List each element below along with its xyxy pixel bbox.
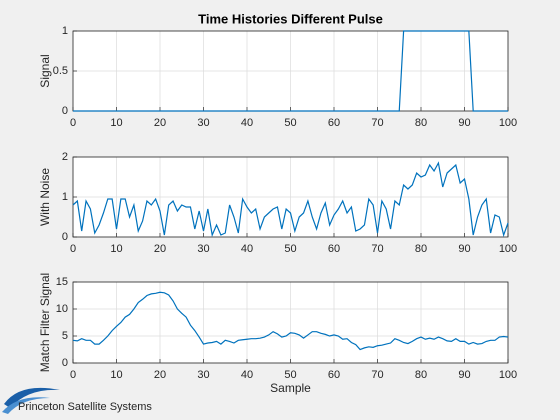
y-axis-label: With Noise xyxy=(38,168,52,226)
x-tick-label: 20 xyxy=(154,243,166,255)
x-tick-label: 0 xyxy=(70,243,76,255)
logo: Princeton Satellite Systems xyxy=(2,387,152,414)
logo-swoosh xyxy=(2,397,50,414)
chart-title: Time Histories Different Pulse xyxy=(198,11,383,26)
y-tick-label: 0 xyxy=(62,231,68,243)
y-tick-label: 15 xyxy=(56,276,68,288)
x-tick-label: 90 xyxy=(458,117,470,129)
x-tick-label: 10 xyxy=(110,243,122,255)
y-axis-label: Match Filter Signal xyxy=(38,273,52,372)
x-tick-label: 90 xyxy=(458,243,470,255)
data-line xyxy=(72,291,509,351)
axes-box xyxy=(72,281,509,364)
logo-text: Princeton Satellite Systems xyxy=(18,401,152,413)
y-tick-label: 2 xyxy=(62,151,68,163)
x-tick-label: 30 xyxy=(197,243,209,255)
x-tick-label: 100 xyxy=(499,243,517,255)
x-tick-label: 70 xyxy=(371,243,383,255)
x-tick-label: 100 xyxy=(499,369,517,381)
x-tick-label: 30 xyxy=(197,369,209,381)
x-tick-label: 90 xyxy=(458,369,470,381)
x-tick-label: 0 xyxy=(70,117,76,129)
x-tick-label: 80 xyxy=(415,243,427,255)
data-line xyxy=(72,161,509,238)
x-tick-label: 40 xyxy=(241,117,253,129)
x-tick-label: 70 xyxy=(371,117,383,129)
x-tick-label: 80 xyxy=(415,117,427,129)
x-tick-label: 60 xyxy=(328,243,340,255)
x-tick-label: 60 xyxy=(328,117,340,129)
y-tick-label: 5 xyxy=(62,330,68,342)
x-tick-label: 60 xyxy=(328,369,340,381)
y-tick-label: 0.5 xyxy=(53,65,68,77)
x-tick-label: 10 xyxy=(110,369,122,381)
y-tick-label: 1 xyxy=(62,25,68,37)
x-tick-label: 50 xyxy=(284,243,296,255)
x-tick-label: 40 xyxy=(241,243,253,255)
x-tick-label: 40 xyxy=(241,369,253,381)
x-tick-label: 100 xyxy=(499,117,517,129)
y-tick-label: 1 xyxy=(62,191,68,203)
y-tick-label: 0 xyxy=(62,357,68,369)
logo-swoosh xyxy=(4,387,60,408)
x-tick-label: 50 xyxy=(284,369,296,381)
x-tick-label: 20 xyxy=(154,117,166,129)
x-tick-label: 20 xyxy=(154,369,166,381)
x-tick-label: 80 xyxy=(415,369,427,381)
y-tick-label: 0 xyxy=(62,105,68,117)
data-line xyxy=(73,30,508,112)
x-tick-label: 10 xyxy=(110,117,122,129)
y-axis-label: Signal xyxy=(38,54,52,87)
x-tick-label: 0 xyxy=(70,369,76,381)
x-tick-label: 30 xyxy=(197,117,209,129)
x-tick-label: 70 xyxy=(371,369,383,381)
x-tick-label: 50 xyxy=(284,117,296,129)
x-axis-label: Sample xyxy=(270,381,311,395)
axes-box xyxy=(72,156,509,238)
y-tick-label: 10 xyxy=(56,303,68,315)
